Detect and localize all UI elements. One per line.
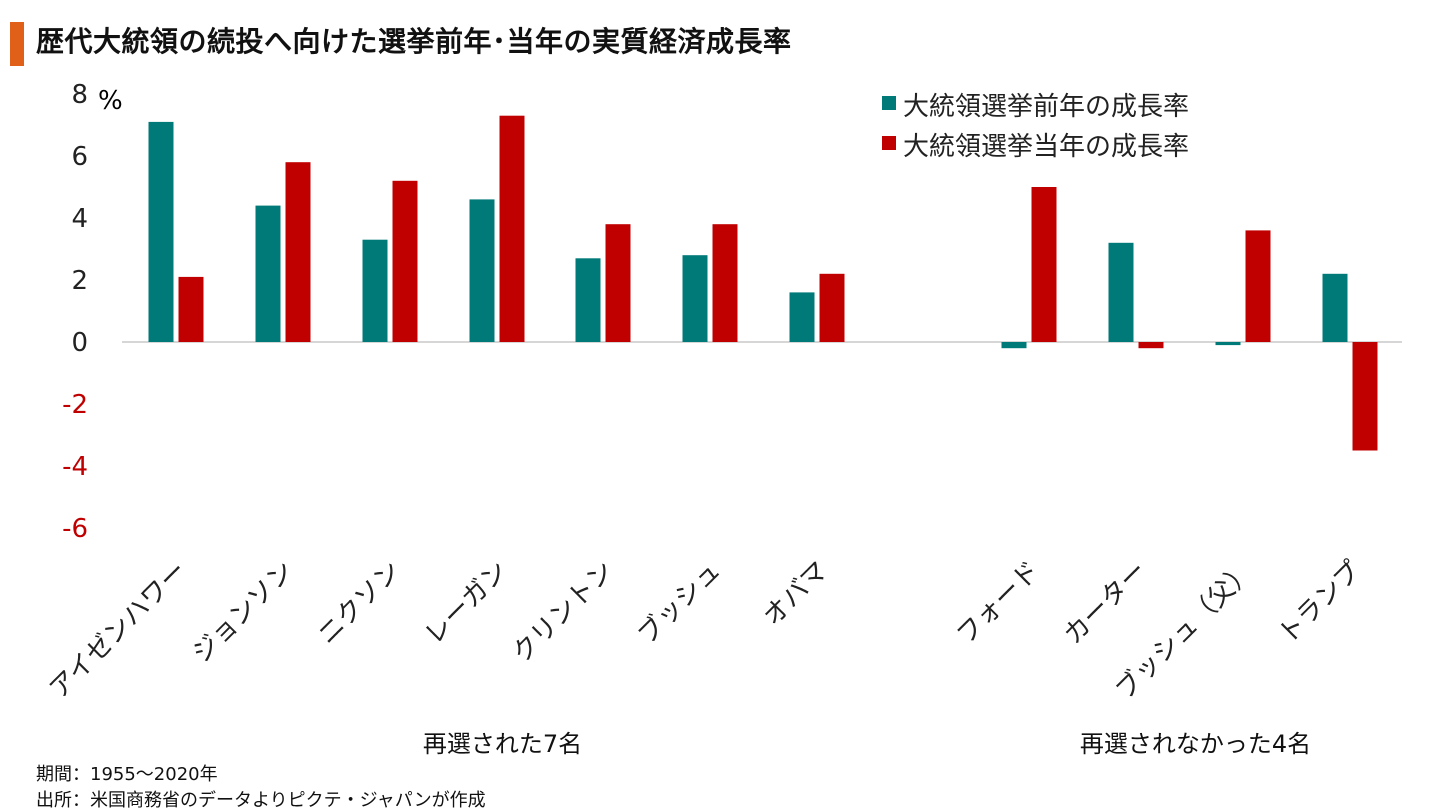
category-label: ジョンソン [187, 556, 300, 669]
bar-prev-year-9 [1108, 242, 1134, 342]
category-label: カーター [1058, 556, 1153, 651]
bar-election-year-6 [712, 224, 738, 342]
y-tick-label: 2 [71, 266, 88, 296]
legend-swatch-1 [882, 96, 896, 110]
category-label: フォード [951, 556, 1046, 651]
bar-election-year-3 [392, 180, 418, 342]
bar-election-year-5 [605, 224, 631, 342]
category-label: クリントン [507, 556, 620, 669]
bar-prev-year-11 [1322, 273, 1348, 342]
bar-election-year-9 [1138, 342, 1164, 349]
group-labels: 再選された7名 再選されなかった4名 [423, 730, 1311, 758]
bar-prev-year-10 [1215, 342, 1241, 346]
y-tick-label: -2 [62, 390, 88, 420]
bar-election-year-10 [1245, 230, 1271, 342]
category-label: レーガン [419, 556, 514, 651]
page-title: 歴代大統領の続投へ向けた選挙前年･当年の実質経済成長率 [36, 25, 792, 58]
y-tick-label: 6 [71, 142, 88, 172]
bar-prev-year-8 [1001, 342, 1027, 349]
category-label: ブッシュ [632, 556, 727, 651]
bar-election-year-2 [285, 162, 311, 342]
y-axis-ticks: 8 6 4 2 0 -2 -4 -6 [62, 80, 88, 544]
y-tick-label: 0 [71, 328, 88, 358]
legend-label-2: 大統領選挙当年の成長率 [903, 132, 1189, 162]
category-label: トランプ [1273, 556, 1367, 650]
category-label: ニクソン [312, 556, 407, 651]
y-tick-label: -4 [62, 452, 88, 482]
y-tick-label: 4 [71, 204, 88, 234]
group-label-1: 再選された7名 [423, 730, 582, 758]
bar-election-year-7 [819, 273, 845, 342]
bar-election-year-4 [499, 115, 525, 342]
title-accent-bar [10, 22, 24, 66]
bar-prev-year-1 [148, 121, 174, 343]
bar-election-year-8 [1031, 187, 1057, 342]
footnote-source: 出所：米国商務省のデータよりピクテ・ジャパンが作成 [36, 790, 486, 811]
y-tick-label: -6 [62, 514, 88, 544]
chart-bars [148, 115, 1378, 451]
footnote-period: 期間：1955～2020年 [36, 764, 218, 785]
bar-prev-year-4 [469, 199, 495, 342]
category-label: オバマ [758, 556, 834, 632]
y-tick-label: 8 [71, 80, 88, 110]
bar-election-year-1 [178, 276, 204, 342]
group-label-2: 再選されなかった4名 [1080, 730, 1311, 758]
bar-prev-year-7 [789, 292, 815, 342]
bar-prev-year-2 [255, 205, 281, 342]
legend-label-1: 大統領選挙前年の成長率 [903, 92, 1189, 122]
bar-prev-year-5 [575, 258, 601, 342]
bar-prev-year-3 [362, 239, 388, 342]
category-label: アイゼンハワー [44, 556, 193, 705]
legend-swatch-2 [882, 136, 896, 150]
bar-election-year-11 [1352, 342, 1378, 451]
bar-prev-year-6 [682, 255, 708, 342]
y-axis-unit-label: % [98, 86, 123, 116]
